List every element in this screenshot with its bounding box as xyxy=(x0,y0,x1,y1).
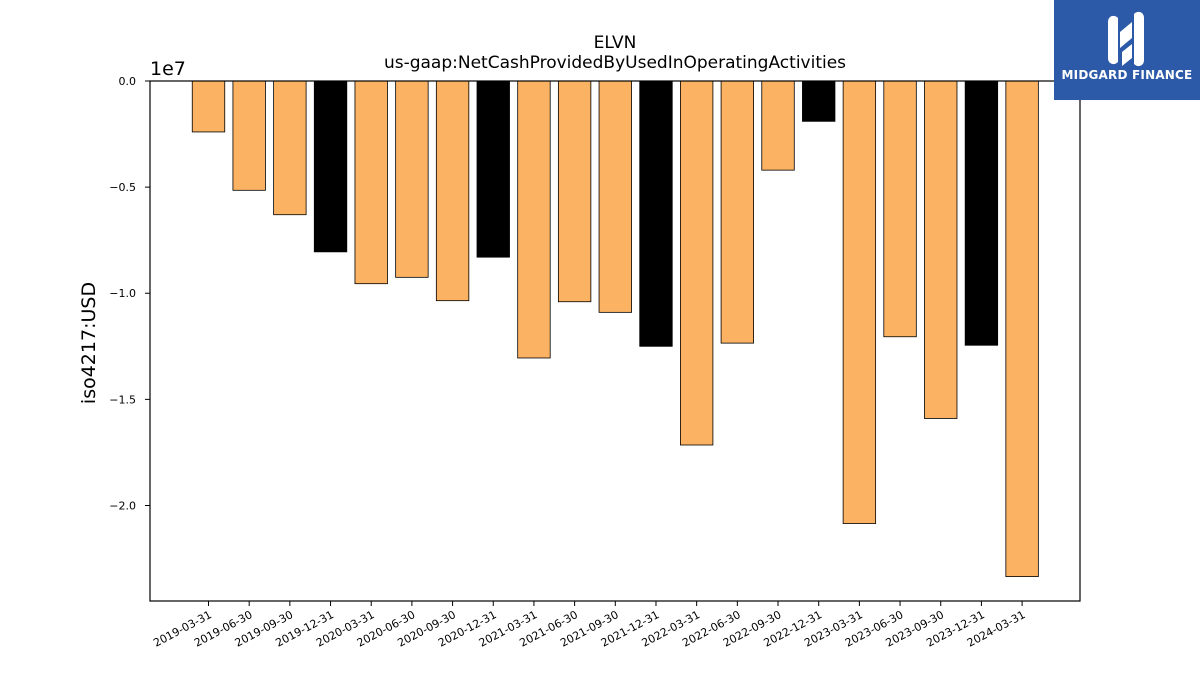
bar-2020-03-31 xyxy=(354,80,388,285)
bar-2021-12-31 xyxy=(639,80,673,347)
bar-2021-03-31 xyxy=(517,80,551,359)
bars-layer xyxy=(191,80,1039,577)
bar-2023-09-30 xyxy=(924,80,958,419)
bar-2024-03-31 xyxy=(1005,80,1039,577)
x-axis: 2019-03-312019-06-302019-09-302019-12-31… xyxy=(151,601,1028,650)
bar-2022-12-31 xyxy=(802,80,836,122)
y-tick-label: −2.0 xyxy=(109,499,136,512)
midgard-logo-icon xyxy=(1108,11,1144,67)
y-axis: 0.0 −0.5 −1.0 −1.5 −2.0 xyxy=(109,75,150,512)
bar-2021-06-30 xyxy=(557,80,592,303)
y-axis-offset-label: 1e7 xyxy=(150,58,186,80)
bar-2019-03-31 xyxy=(191,80,226,133)
bar-2021-09-30 xyxy=(598,80,632,313)
bar-2023-12-31 xyxy=(964,80,999,346)
bar-2020-12-31 xyxy=(476,80,510,258)
bar-2020-09-30 xyxy=(435,80,470,302)
bar-2019-12-31 xyxy=(313,80,348,253)
y-axis-label: iso4217:USD xyxy=(78,282,100,404)
bar-2023-03-31 xyxy=(842,80,877,524)
y-tick-label: −1.5 xyxy=(109,393,136,406)
bar-2022-09-30 xyxy=(761,80,795,171)
chart-title: ELVN xyxy=(594,33,637,53)
y-tick-label: −1.0 xyxy=(109,287,136,300)
logo-text: MIDGARD FINANCE xyxy=(1061,68,1193,82)
y-tick-label: −0.5 xyxy=(109,181,136,194)
bar-2022-06-30 xyxy=(720,80,754,344)
chart-subtitle: us-gaap:NetCashProvidedByUsedInOperating… xyxy=(384,53,846,73)
plot-frame xyxy=(149,80,1081,602)
midgard-finance-logo: MIDGARD FINANCE xyxy=(1054,0,1200,100)
bar-2022-03-31 xyxy=(680,80,714,446)
bar-2019-06-30 xyxy=(232,80,266,191)
bar-2019-09-30 xyxy=(273,80,307,216)
bar-2020-06-30 xyxy=(395,80,429,278)
bar-2023-06-30 xyxy=(883,80,917,338)
y-tick-label: 0.0 xyxy=(119,75,137,88)
